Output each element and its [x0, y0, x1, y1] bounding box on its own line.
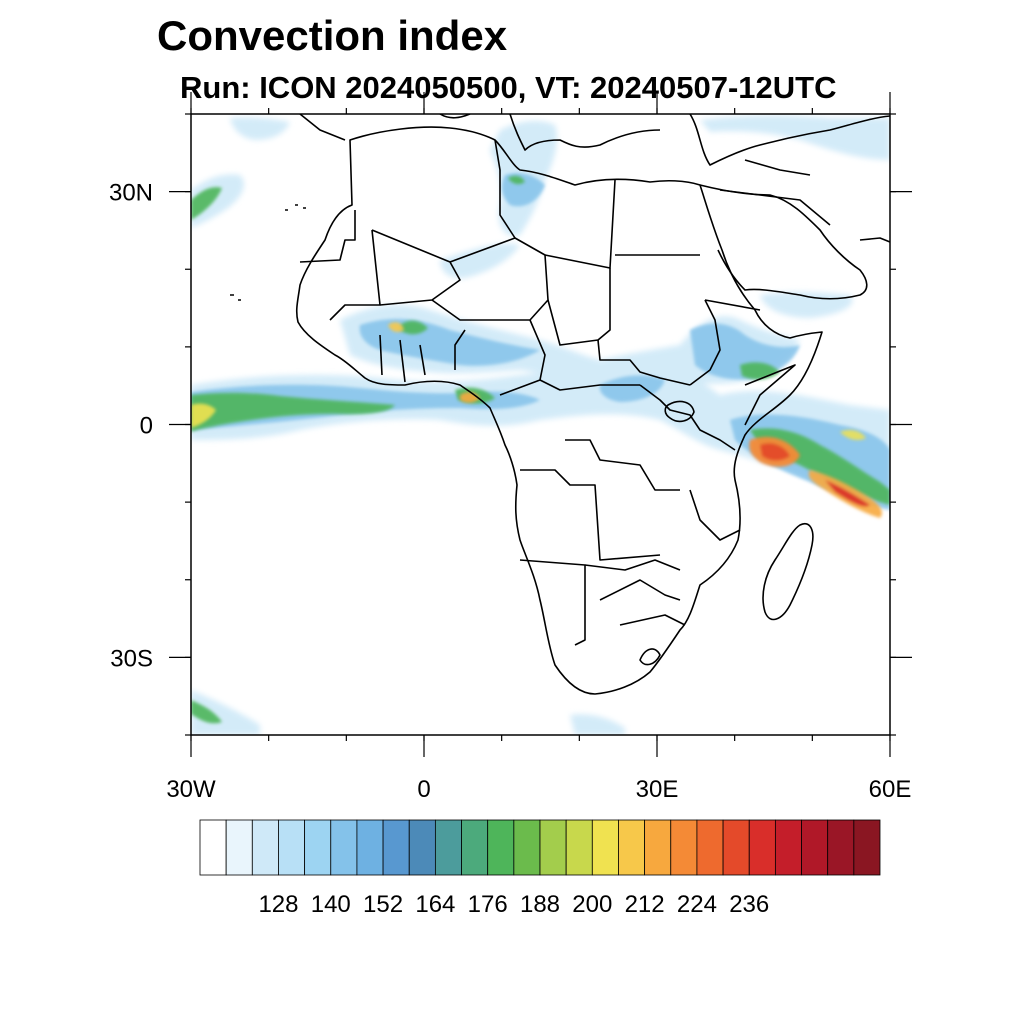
colorbar-label: 140	[311, 891, 351, 918]
coastlines-and-borders	[230, 114, 890, 695]
colorbar-swatch	[670, 819, 698, 876]
convection-field	[191, 115, 890, 735]
colorbar-swatch	[513, 819, 541, 876]
colorbar-swatch	[696, 819, 724, 876]
colorbar-swatch	[801, 819, 829, 876]
colorbar-swatch	[487, 819, 515, 876]
colorbar-swatch	[618, 819, 646, 876]
colorbar-swatch	[382, 819, 410, 876]
colorbar-swatch	[199, 819, 227, 876]
colorbar-swatch	[434, 819, 462, 876]
colorbar-label: 188	[520, 891, 560, 918]
map-axes: 30W 0 30E 60E 30N 0 30S	[109, 92, 912, 803]
colorbar-swatch	[774, 819, 802, 876]
colorbar-swatch	[251, 819, 279, 876]
colorbar: 128 140 152 164 176 188 200 212 224 236	[199, 819, 881, 918]
colorbar-swatch	[644, 819, 672, 876]
colorbar-label: 236	[729, 891, 769, 918]
colorbar-swatch	[278, 819, 306, 876]
colorbar-swatch	[225, 819, 253, 876]
colorbar-label: 176	[468, 891, 508, 918]
colorbar-swatch	[539, 819, 567, 876]
colorbar-label: 164	[415, 891, 455, 918]
colorbar-swatch	[827, 819, 855, 876]
lon-tick-label: 30E	[636, 776, 679, 803]
lon-tick-label: 60E	[869, 776, 912, 803]
lon-tick-label: 0	[417, 776, 430, 803]
colorbar-swatch	[408, 819, 436, 876]
colorbar-swatch	[461, 819, 489, 876]
colorbar-swatch	[853, 819, 881, 876]
colorbar-swatch	[304, 819, 332, 876]
lon-tick-label: 30W	[166, 776, 216, 803]
colorbar-swatch	[356, 819, 384, 876]
colorbar-swatch	[330, 819, 358, 876]
chart-subtitle: Run: ICON 2024050500, VT: 20240507-12UTC	[180, 70, 837, 105]
colorbar-swatch	[591, 819, 619, 876]
colorbar-label: 212	[625, 891, 665, 918]
lat-tick-label: 30S	[110, 645, 153, 672]
colorbar-swatch	[722, 819, 750, 876]
colorbar-label: 224	[677, 891, 717, 918]
colorbar-swatch	[748, 819, 776, 876]
colorbar-swatch	[565, 819, 593, 876]
colorbar-label: 128	[258, 891, 298, 918]
lat-tick-label: 30N	[109, 180, 153, 207]
colorbar-label: 200	[572, 891, 612, 918]
colorbar-label: 152	[363, 891, 403, 918]
lat-tick-label: 0	[140, 413, 153, 440]
chart-title: Convection index	[157, 12, 508, 59]
